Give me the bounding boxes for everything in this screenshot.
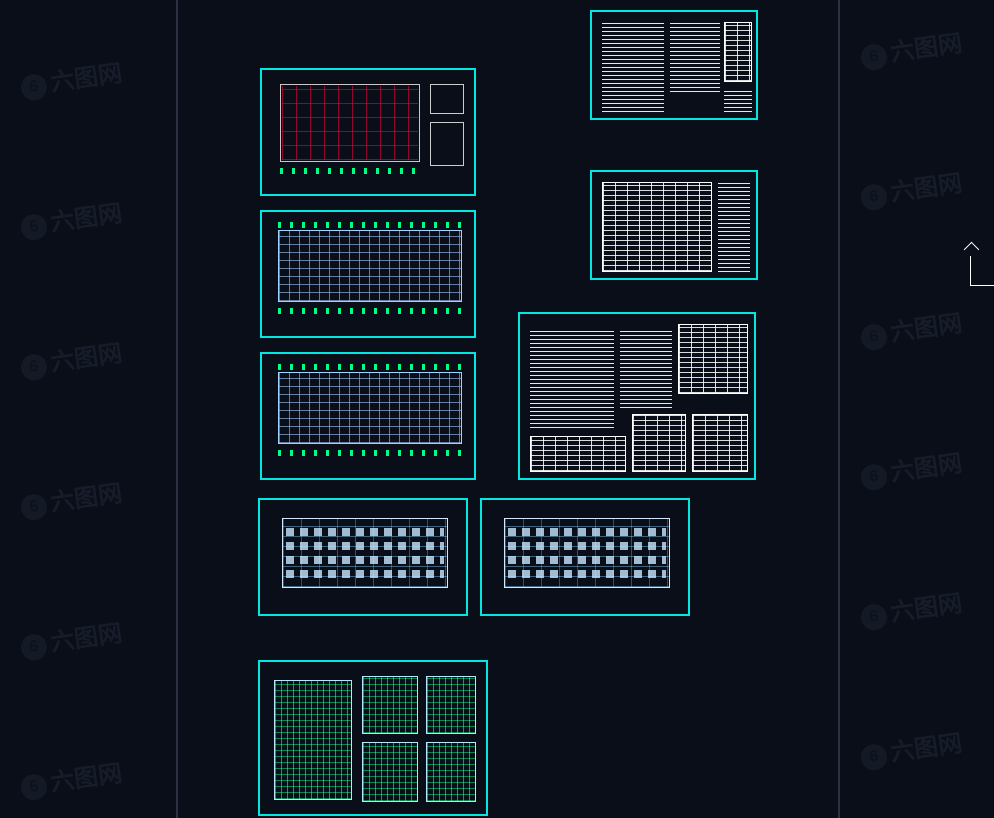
watermark: 6六图网 [18,193,124,242]
watermark-text: 六图网 [49,760,124,797]
sheet-floor-plan-2[interactable] [260,210,476,338]
watermark-logo-icon: 6 [19,632,48,661]
model-space-viewport[interactable] [178,0,838,818]
sheet-floor-plan-1[interactable] [260,68,476,196]
watermark-logo-icon: 6 [19,772,48,801]
watermark-text: 六图网 [49,60,124,97]
sheet-detail-sections[interactable] [258,660,488,816]
sheet-floor-plan-3[interactable] [260,352,476,480]
secondary-viewport[interactable] [842,0,994,818]
watermark: 6六图网 [18,53,124,102]
sheet-spec-notes-2[interactable] [518,312,756,480]
watermark-text: 六图网 [49,620,124,657]
watermark: 6六图网 [18,473,124,522]
watermark-logo-icon: 6 [19,212,48,241]
watermark-logo-icon: 6 [19,72,48,101]
watermark: 6六图网 [18,333,124,382]
watermark-text: 六图网 [49,340,124,377]
sheet-elevation-b[interactable] [480,498,690,616]
watermark-logo-icon: 6 [19,492,48,521]
watermark: 6六图网 [18,753,124,802]
sheet-elevation-a[interactable] [258,498,468,616]
watermark-text: 六图网 [49,480,124,517]
panel-divider-right [838,0,840,818]
watermark-logo-icon: 6 [19,352,48,381]
watermark: 6六图网 [18,613,124,662]
ucs-icon [970,256,994,286]
sheet-spec-table[interactable] [590,170,758,280]
sheet-spec-notes-1[interactable] [590,10,758,120]
watermark-text: 六图网 [49,200,124,237]
